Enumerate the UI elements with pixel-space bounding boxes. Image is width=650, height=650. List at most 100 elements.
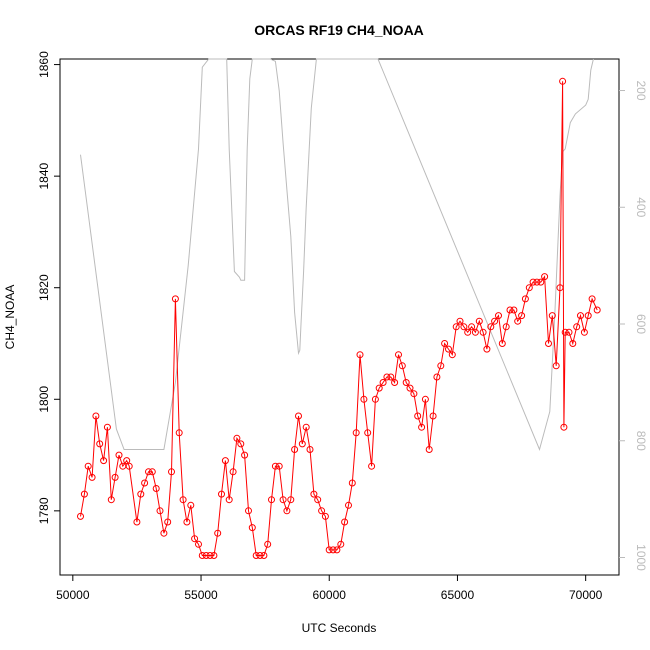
ch4-point	[302, 423, 310, 431]
ch4-point	[325, 546, 333, 554]
y-right-tick-label: 400	[634, 197, 648, 217]
ch4-series	[77, 77, 601, 559]
ch4-point	[421, 395, 429, 403]
ch4-point	[333, 546, 341, 554]
ch4-point	[156, 507, 164, 515]
ch4-point	[341, 518, 349, 526]
ch4-point	[111, 473, 119, 481]
y-right-tick-label: 600	[634, 314, 648, 334]
ch4-point	[314, 496, 322, 504]
ch4-point	[556, 284, 564, 292]
ch4-point	[198, 552, 206, 559]
ch4-point	[348, 479, 356, 487]
ch4-point	[84, 462, 92, 470]
ch4-point	[171, 295, 179, 303]
ch4-point	[233, 434, 241, 442]
ch4-point	[345, 501, 352, 509]
ch4-point	[123, 457, 131, 465]
ch4-point	[593, 306, 601, 314]
ch4-point	[552, 362, 560, 370]
x-tick-label: 50000	[56, 588, 90, 602]
ch4-point	[260, 552, 268, 559]
ch4-point	[561, 328, 569, 336]
ch4-point	[183, 518, 191, 526]
ch4-point	[115, 451, 123, 459]
ch4-point	[145, 468, 152, 476]
ch4-point	[206, 552, 214, 559]
ch4-point	[291, 446, 299, 453]
ch4-point	[448, 351, 456, 359]
ch4-point	[245, 507, 252, 515]
y-tick-label: 1840	[37, 162, 51, 189]
ch4-point	[565, 328, 573, 336]
y-axis-right: 200 400 600 800 1000	[619, 81, 648, 571]
ch4-point	[283, 507, 291, 515]
ch4-point	[229, 468, 237, 476]
ch4-point	[92, 412, 100, 420]
ch4-point	[398, 362, 406, 370]
ch4-point	[577, 312, 584, 320]
ch4-point	[371, 395, 379, 403]
ch4-point	[559, 77, 567, 85]
ch4-point	[518, 312, 526, 320]
ch4-point	[133, 518, 141, 526]
ch4-point	[414, 412, 422, 420]
x-axis: 50000 55000 60000 65000 70000	[56, 574, 603, 602]
x-tick-label: 55000	[184, 588, 218, 602]
ch4-point	[256, 552, 264, 559]
ch4-point	[191, 535, 199, 543]
ch4-point	[125, 462, 133, 470]
ch4-point	[237, 440, 245, 448]
ch4-point	[471, 328, 479, 336]
ch4-point	[221, 457, 229, 465]
ch4-point	[479, 328, 487, 336]
ch4-point	[437, 362, 445, 370]
ch4-point	[391, 379, 399, 386]
ch4-point	[495, 312, 502, 320]
ch4-point	[360, 395, 368, 403]
ch4-point	[375, 384, 383, 392]
ch4-point	[160, 529, 168, 537]
chart-title: ORCAS RF19 CH4_NOAA	[254, 22, 424, 38]
ch4-point	[152, 485, 160, 492]
ch4-point	[137, 490, 145, 498]
ch4-point	[510, 306, 518, 314]
y-right-tick-label: 800	[634, 431, 648, 451]
ch4-point	[210, 552, 218, 559]
ch4-point	[214, 529, 222, 537]
plot-frame	[59, 58, 620, 576]
y-right-tick-label: 1000	[634, 544, 648, 571]
ch4-point	[321, 512, 329, 520]
ch4-point	[445, 345, 452, 353]
ch4-point	[195, 540, 202, 548]
ch4-point	[352, 429, 360, 437]
ch4-point	[295, 412, 302, 420]
ch4-point	[395, 351, 402, 359]
ch4-point	[100, 457, 108, 465]
ch4-point	[387, 373, 395, 381]
ch4-point	[225, 496, 233, 504]
ch4-point	[506, 306, 514, 314]
ch4-point	[584, 312, 592, 320]
y-tick-label: 1820	[37, 274, 51, 301]
ch4-point	[425, 446, 433, 453]
ch4-point	[560, 423, 568, 431]
ch4-point	[164, 518, 172, 526]
ch4-point	[452, 323, 460, 331]
ch4-point	[521, 295, 529, 303]
ch4-point	[441, 340, 449, 347]
ch4-point	[279, 496, 287, 504]
ch4-point	[529, 278, 537, 286]
y-right-tick-label: 200	[634, 81, 648, 101]
ch4-point	[77, 512, 84, 520]
ch4-point	[410, 390, 418, 398]
ch4-point	[383, 373, 391, 381]
x-tick-label: 65000	[441, 588, 475, 602]
y-tick-label: 1800	[37, 386, 51, 413]
ch4-point	[268, 496, 275, 504]
y-axis: 1780 1800 1820 1840 1860	[37, 51, 60, 524]
ch4-point	[475, 317, 483, 325]
ch4-point	[548, 312, 556, 320]
ch4-point	[96, 440, 104, 448]
